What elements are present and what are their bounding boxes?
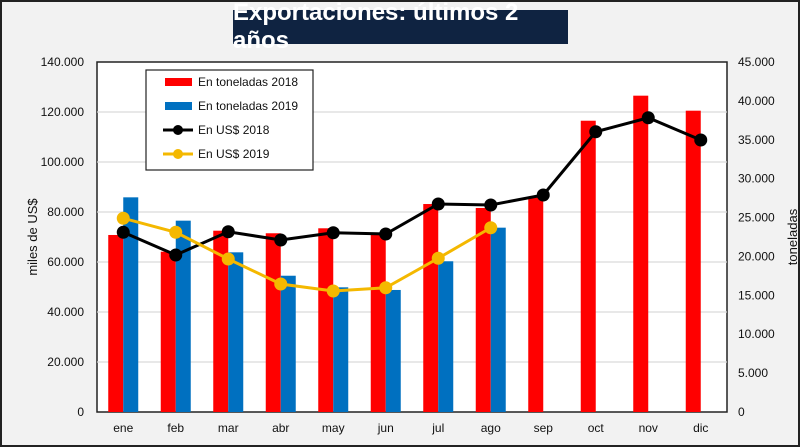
- bar: [685, 110, 701, 412]
- data-point: [221, 225, 235, 239]
- legend-label: En toneladas 2018: [198, 75, 298, 89]
- bars: [108, 95, 701, 412]
- x-tick-label: ago: [481, 421, 501, 435]
- data-point: [431, 251, 445, 265]
- right-tick-label: 30.000: [738, 172, 775, 186]
- legend-swatch: [165, 78, 192, 86]
- bar: [123, 197, 139, 412]
- data-point: [221, 252, 235, 266]
- bar: [475, 207, 491, 412]
- x-tick-label: abr: [272, 421, 289, 435]
- left-axis-ticks: 0 20.000 40.000 60.000 80.000 100.000 120.000 1…: [41, 55, 85, 419]
- data-point: [536, 188, 550, 202]
- x-tick-label: jul: [431, 421, 444, 435]
- data-point: [589, 125, 603, 139]
- data-point: [169, 248, 183, 262]
- bar: [318, 228, 334, 412]
- data-point: [379, 281, 393, 295]
- bar: [370, 234, 386, 412]
- right-axis-title: toneladas: [785, 208, 800, 265]
- series-line: [122, 116, 702, 257]
- x-tick-label: dic: [693, 421, 708, 435]
- data-point: [274, 277, 288, 291]
- bar: [580, 120, 596, 412]
- x-tick-label: jun: [377, 421, 394, 435]
- bar: [265, 233, 281, 412]
- bar: [423, 204, 439, 412]
- left-axis-title: miles de US$: [25, 198, 40, 276]
- data-point: [431, 197, 445, 211]
- bar: [213, 230, 229, 412]
- legend-label: En toneladas 2019: [198, 99, 298, 113]
- bar: [333, 287, 349, 412]
- left-tick-label: 80.000: [47, 205, 84, 219]
- left-tick-label: 120.000: [41, 105, 85, 119]
- left-tick-label: 60.000: [47, 255, 84, 269]
- legend-marker: [173, 125, 183, 135]
- x-tick-label: feb: [167, 421, 184, 435]
- data-point: [116, 225, 130, 239]
- data-point: [326, 284, 340, 298]
- data-point: [641, 111, 655, 125]
- right-tick-label: 45.000: [738, 55, 775, 69]
- bar: [280, 275, 296, 412]
- left-tick-label: 40.000: [47, 305, 84, 319]
- data-point: [169, 225, 183, 239]
- right-tick-label: 10.000: [738, 327, 775, 341]
- x-axis-ticks: ene feb mar abr may jun jul ago sep oct nov dic: [113, 421, 708, 435]
- bar: [385, 289, 401, 412]
- right-tick-label: 40.000: [738, 94, 775, 108]
- data-point: [484, 221, 498, 235]
- data-point: [326, 226, 340, 240]
- data-point: [116, 211, 130, 225]
- bar: [490, 227, 506, 412]
- bar: [228, 252, 244, 412]
- data-point: [274, 233, 288, 247]
- bar: [633, 95, 649, 412]
- right-tick-label: 25.000: [738, 211, 775, 225]
- bar: [175, 220, 191, 412]
- x-tick-label: may: [322, 421, 345, 435]
- legend-marker: [173, 149, 183, 159]
- data-point: [694, 133, 708, 147]
- x-tick-label: mar: [218, 421, 239, 435]
- x-tick-label: ene: [113, 421, 133, 435]
- left-tick-label: 140.000: [41, 55, 85, 69]
- data-point: [484, 198, 498, 212]
- left-tick-label: 100.000: [41, 155, 85, 169]
- legend-swatch: [165, 102, 192, 110]
- bar: [528, 197, 544, 412]
- right-tick-label: 20.000: [738, 249, 775, 263]
- right-tick-label: 15.000: [738, 288, 775, 302]
- bar: [108, 234, 124, 412]
- right-tick-label: 35.000: [738, 133, 775, 147]
- right-tick-label: 5.000: [738, 366, 768, 380]
- legend: En toneladas 2018 En toneladas 2019 En US$…: [145, 69, 314, 171]
- left-tick-label: 20.000: [47, 355, 84, 369]
- x-tick-label: oct: [588, 421, 605, 435]
- series-line: [122, 216, 492, 293]
- x-tick-label: nov: [639, 421, 658, 435]
- bar: [438, 261, 454, 412]
- left-tick-label: 0: [77, 405, 84, 419]
- lines: [116, 111, 708, 298]
- legend-label: En US$ 2019: [198, 147, 270, 161]
- right-tick-label: 0: [738, 405, 745, 419]
- bar: [160, 251, 176, 412]
- legend-label: En US$ 2018: [198, 123, 270, 137]
- x-tick-label: sep: [534, 421, 554, 435]
- data-point: [379, 227, 393, 241]
- right-axis-ticks: 0 5.000 10.000 15.000 20.000 25.000 30.000 35.0…: [738, 55, 775, 419]
